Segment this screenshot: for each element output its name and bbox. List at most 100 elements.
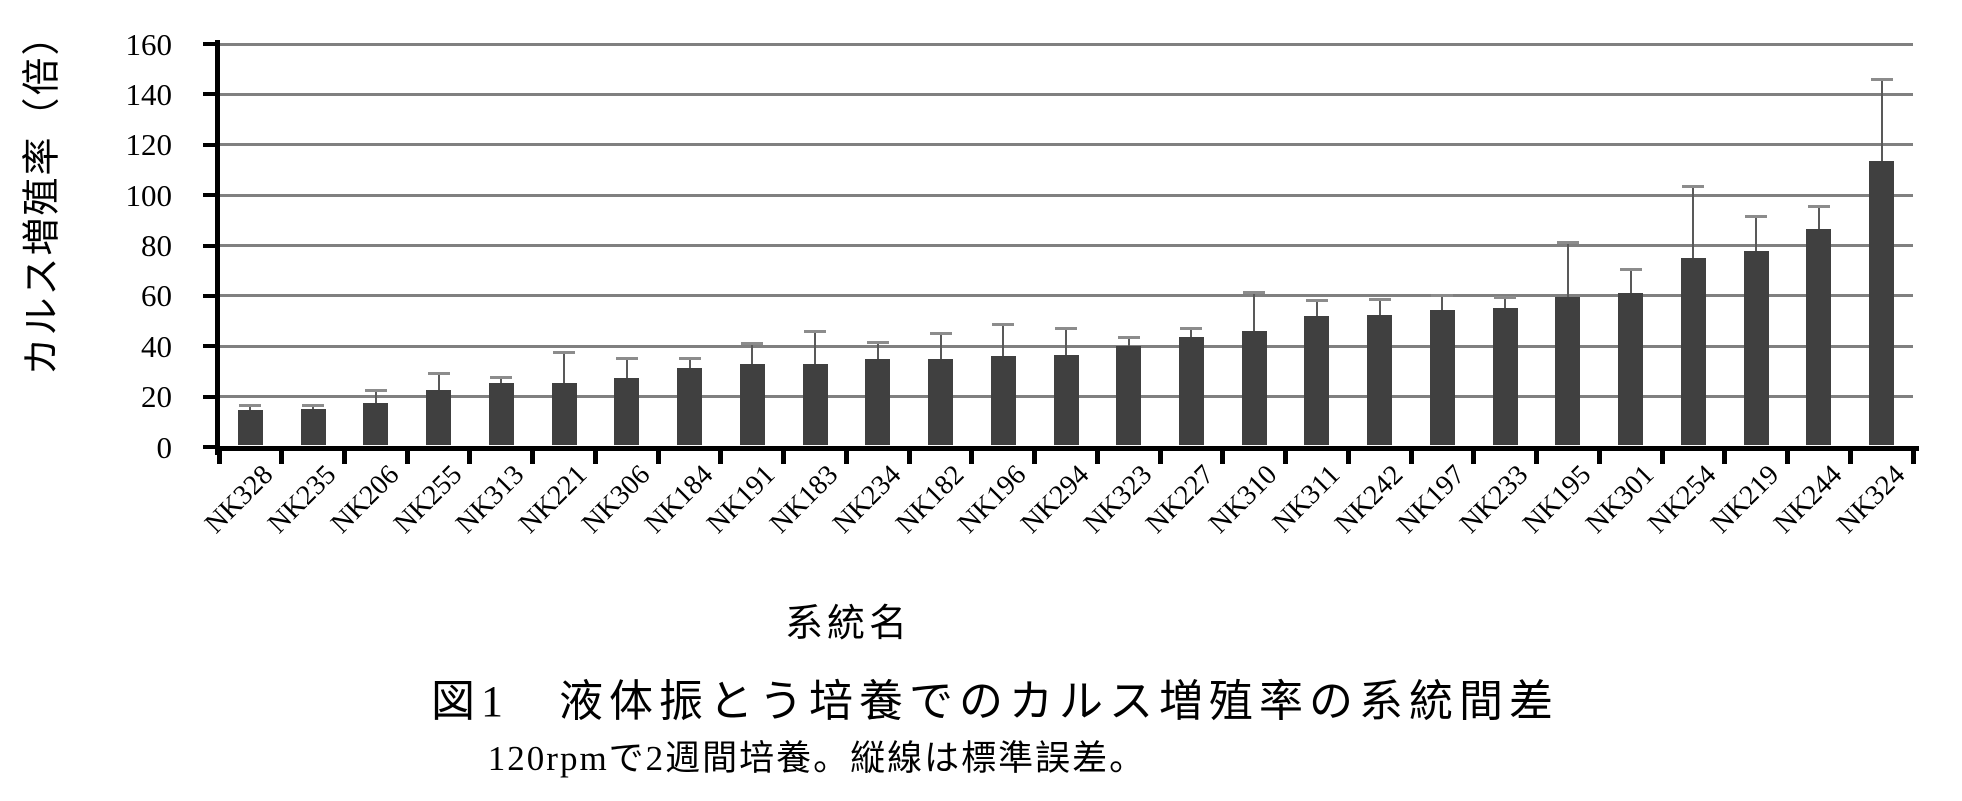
error-bar-cap [1368, 298, 1391, 302]
error-bar-stem [1065, 328, 1067, 356]
y-axis-tick [203, 445, 219, 449]
y-axis-tick [203, 394, 219, 399]
gridline [219, 92, 1913, 96]
error-bar-cap [741, 342, 764, 346]
error-bar-stem [1817, 206, 1820, 230]
x-axis-tick [1534, 451, 1540, 464]
y-axis-tick [203, 142, 219, 147]
error-bar-stem [1880, 79, 1883, 162]
error-bar-cap [1243, 290, 1266, 294]
error-bar-cap [427, 372, 450, 376]
y-axis-tick [203, 344, 219, 349]
gridline [219, 244, 1913, 247]
error-bar-cap [1682, 184, 1705, 188]
figure-caption: 図1 液体振とう培養でのカルス増殖率の系統間差 [431, 677, 1559, 726]
bar [1618, 293, 1644, 445]
x-axis-tick [1596, 451, 1602, 464]
error-bar-cap [1055, 327, 1077, 331]
y-tick-label: 80 [141, 228, 172, 263]
x-axis-tick [1722, 451, 1728, 464]
bar [1743, 250, 1769, 445]
error-bar-cap [678, 357, 701, 361]
bar [614, 377, 640, 445]
error-bar-stem [1755, 216, 1758, 251]
y-axis-tick [203, 293, 219, 298]
bar [802, 363, 828, 445]
x-axis-tick [655, 451, 661, 464]
y-axis-tick [203, 243, 219, 248]
bar [488, 382, 514, 445]
error-bar-stem [1253, 292, 1256, 332]
bar [1053, 355, 1079, 445]
error-bar-stem [688, 358, 691, 368]
bar [551, 382, 577, 445]
y-tick-label: 160 [125, 26, 173, 62]
bar [1304, 316, 1330, 445]
x-axis-tick [1659, 451, 1665, 464]
error-bar-stem [1127, 337, 1130, 347]
x-axis-tick [1094, 451, 1100, 464]
error-bar-cap [929, 332, 952, 336]
error-bar-stem [751, 343, 754, 364]
error-bar-stem [876, 342, 879, 359]
x-axis-tick [592, 451, 598, 464]
y-tick-label: 0 [156, 429, 173, 465]
x-axis-tick [1408, 451, 1414, 464]
error-bar-stem [1002, 324, 1005, 357]
error-bar-stem [500, 377, 503, 383]
x-axis-tick [216, 451, 222, 464]
bar [1241, 331, 1267, 445]
x-axis-tick [1283, 451, 1289, 464]
x-axis-tick [843, 451, 849, 464]
bar [237, 410, 263, 445]
bar [1869, 161, 1895, 445]
error-bar-stem [939, 333, 942, 359]
bar [928, 358, 954, 445]
error-bar-cap [992, 323, 1015, 327]
x-axis-tick [530, 451, 536, 464]
x-axis-tick [279, 451, 285, 464]
x-axis-tick [467, 451, 473, 464]
error-bar-cap [1745, 215, 1768, 219]
bar [1429, 309, 1455, 445]
bar [677, 367, 703, 445]
bar [1492, 308, 1518, 445]
bar [1555, 297, 1581, 445]
x-axis-tick [1157, 451, 1163, 464]
error-bar-cap [302, 403, 325, 407]
x-axis-tick [1345, 451, 1351, 464]
bar [990, 356, 1016, 445]
error-bar-stem [1629, 269, 1632, 294]
error-bar-stem [563, 352, 566, 383]
gridline [219, 193, 1913, 197]
x-axis-title: 系統名 [784, 603, 912, 645]
x-axis-tick [1785, 451, 1791, 464]
x-axis-tick [1910, 451, 1916, 464]
bar [1116, 346, 1142, 445]
error-bar-cap [1494, 295, 1517, 299]
y-tick-label: 120 [125, 127, 173, 163]
error-bar-cap [1305, 299, 1328, 303]
error-bar-stem [1315, 300, 1318, 317]
error-bar-stem [625, 358, 628, 378]
error-bar-cap [1807, 204, 1830, 208]
y-tick-label: 20 [141, 379, 172, 415]
x-axis-tick [1847, 451, 1853, 464]
y-axis-tick [203, 42, 219, 46]
error-bar-stem [1692, 186, 1695, 259]
y-axis-line [215, 40, 220, 455]
error-bar-cap [553, 351, 576, 355]
error-bar-stem [1378, 299, 1381, 315]
error-bar-cap [866, 340, 889, 344]
gridline [219, 42, 1913, 46]
error-bar-cap [364, 389, 387, 393]
bar [1680, 258, 1706, 445]
error-bar-cap [1619, 267, 1642, 271]
error-bar-cap [239, 403, 262, 407]
bar [300, 409, 326, 445]
error-bar-cap [1117, 335, 1140, 339]
bar [865, 358, 891, 445]
error-bar-cap [1180, 327, 1203, 331]
y-tick-label: 140 [125, 76, 173, 112]
error-bar-cap [615, 357, 638, 361]
